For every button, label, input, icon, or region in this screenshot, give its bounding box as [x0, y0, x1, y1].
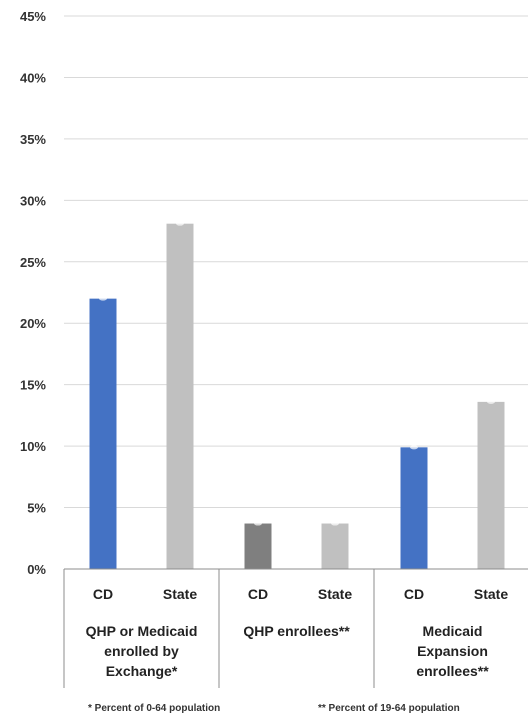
- y-tick-label: 40%: [20, 70, 46, 85]
- bar: [321, 523, 349, 569]
- group-label: QHP enrollees**: [243, 623, 350, 639]
- bar-marker: [331, 521, 339, 526]
- bar-marker: [410, 445, 418, 450]
- bar-category-label: State: [163, 586, 197, 602]
- bar-category-label: State: [474, 586, 508, 602]
- bar-marker: [487, 399, 495, 404]
- y-tick-label: 0%: [27, 562, 46, 577]
- bar-marker: [254, 521, 262, 526]
- bar: [400, 447, 428, 569]
- group-label: QHP or Medicaid: [86, 623, 198, 639]
- group-label: enrollees**: [416, 663, 489, 679]
- group-label: Expansion: [417, 643, 488, 659]
- y-tick-label: 10%: [20, 439, 46, 454]
- y-tick-label: 25%: [20, 255, 46, 270]
- group-label: enrolled by: [104, 643, 179, 659]
- footnote: ** Percent of 19-64 population: [318, 703, 460, 714]
- bar-marker: [176, 221, 184, 226]
- footnotes: * Percent of 0-64 population ** Percent o…: [88, 703, 460, 714]
- bar-category-label: State: [318, 586, 352, 602]
- y-tick-label: 30%: [20, 193, 46, 208]
- bar: [89, 298, 117, 569]
- bars: [89, 221, 505, 569]
- y-tick-label: 5%: [27, 501, 46, 516]
- group-labels: QHP or Medicaid enrolled by Exchange* QHP e…: [86, 623, 490, 679]
- y-tick-label: 15%: [20, 378, 46, 393]
- y-axis-tick-labels: 0% 5% 10% 15% 20% 25% 30% 35% 40% 45%: [20, 9, 46, 577]
- footnote: * Percent of 0-64 population: [88, 703, 220, 714]
- bar-category-label: CD: [404, 586, 424, 602]
- bar-category-label: CD: [93, 586, 113, 602]
- category-labels: CD State CD State CD State: [93, 586, 508, 602]
- group-label: Medicaid: [423, 623, 483, 639]
- y-tick-label: 20%: [20, 316, 46, 331]
- bar-marker: [99, 296, 107, 301]
- gridlines: [64, 15, 528, 509]
- bar-category-label: CD: [248, 586, 268, 602]
- bar: [477, 401, 505, 569]
- bar: [244, 523, 272, 569]
- y-tick-label: 35%: [20, 132, 46, 147]
- bar: [166, 223, 194, 569]
- category-axis: [63, 568, 528, 688]
- group-label: Exchange*: [106, 663, 178, 679]
- y-tick-label: 45%: [20, 9, 46, 24]
